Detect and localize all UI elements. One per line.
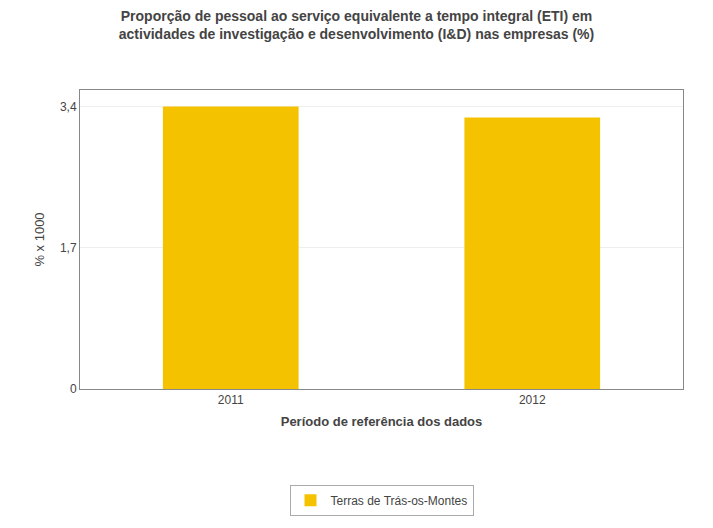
svg-text:Terras de Trás-os-Montes: Terras de Trás-os-Montes (331, 494, 468, 508)
svg-text:% x 1000: % x 1000 (32, 212, 47, 266)
svg-text:0: 0 (70, 382, 77, 396)
svg-text:1,7: 1,7 (60, 241, 77, 255)
svg-text:2011: 2011 (218, 393, 244, 407)
svg-text:3,4: 3,4 (60, 100, 77, 114)
svg-text:2012: 2012 (519, 393, 546, 407)
svg-text:Período de referência dos dado: Período de referência dos dados (281, 414, 483, 429)
svg-text:Proporção de pessoal ao serviç: Proporção de pessoal ao serviço equivale… (119, 8, 594, 42)
